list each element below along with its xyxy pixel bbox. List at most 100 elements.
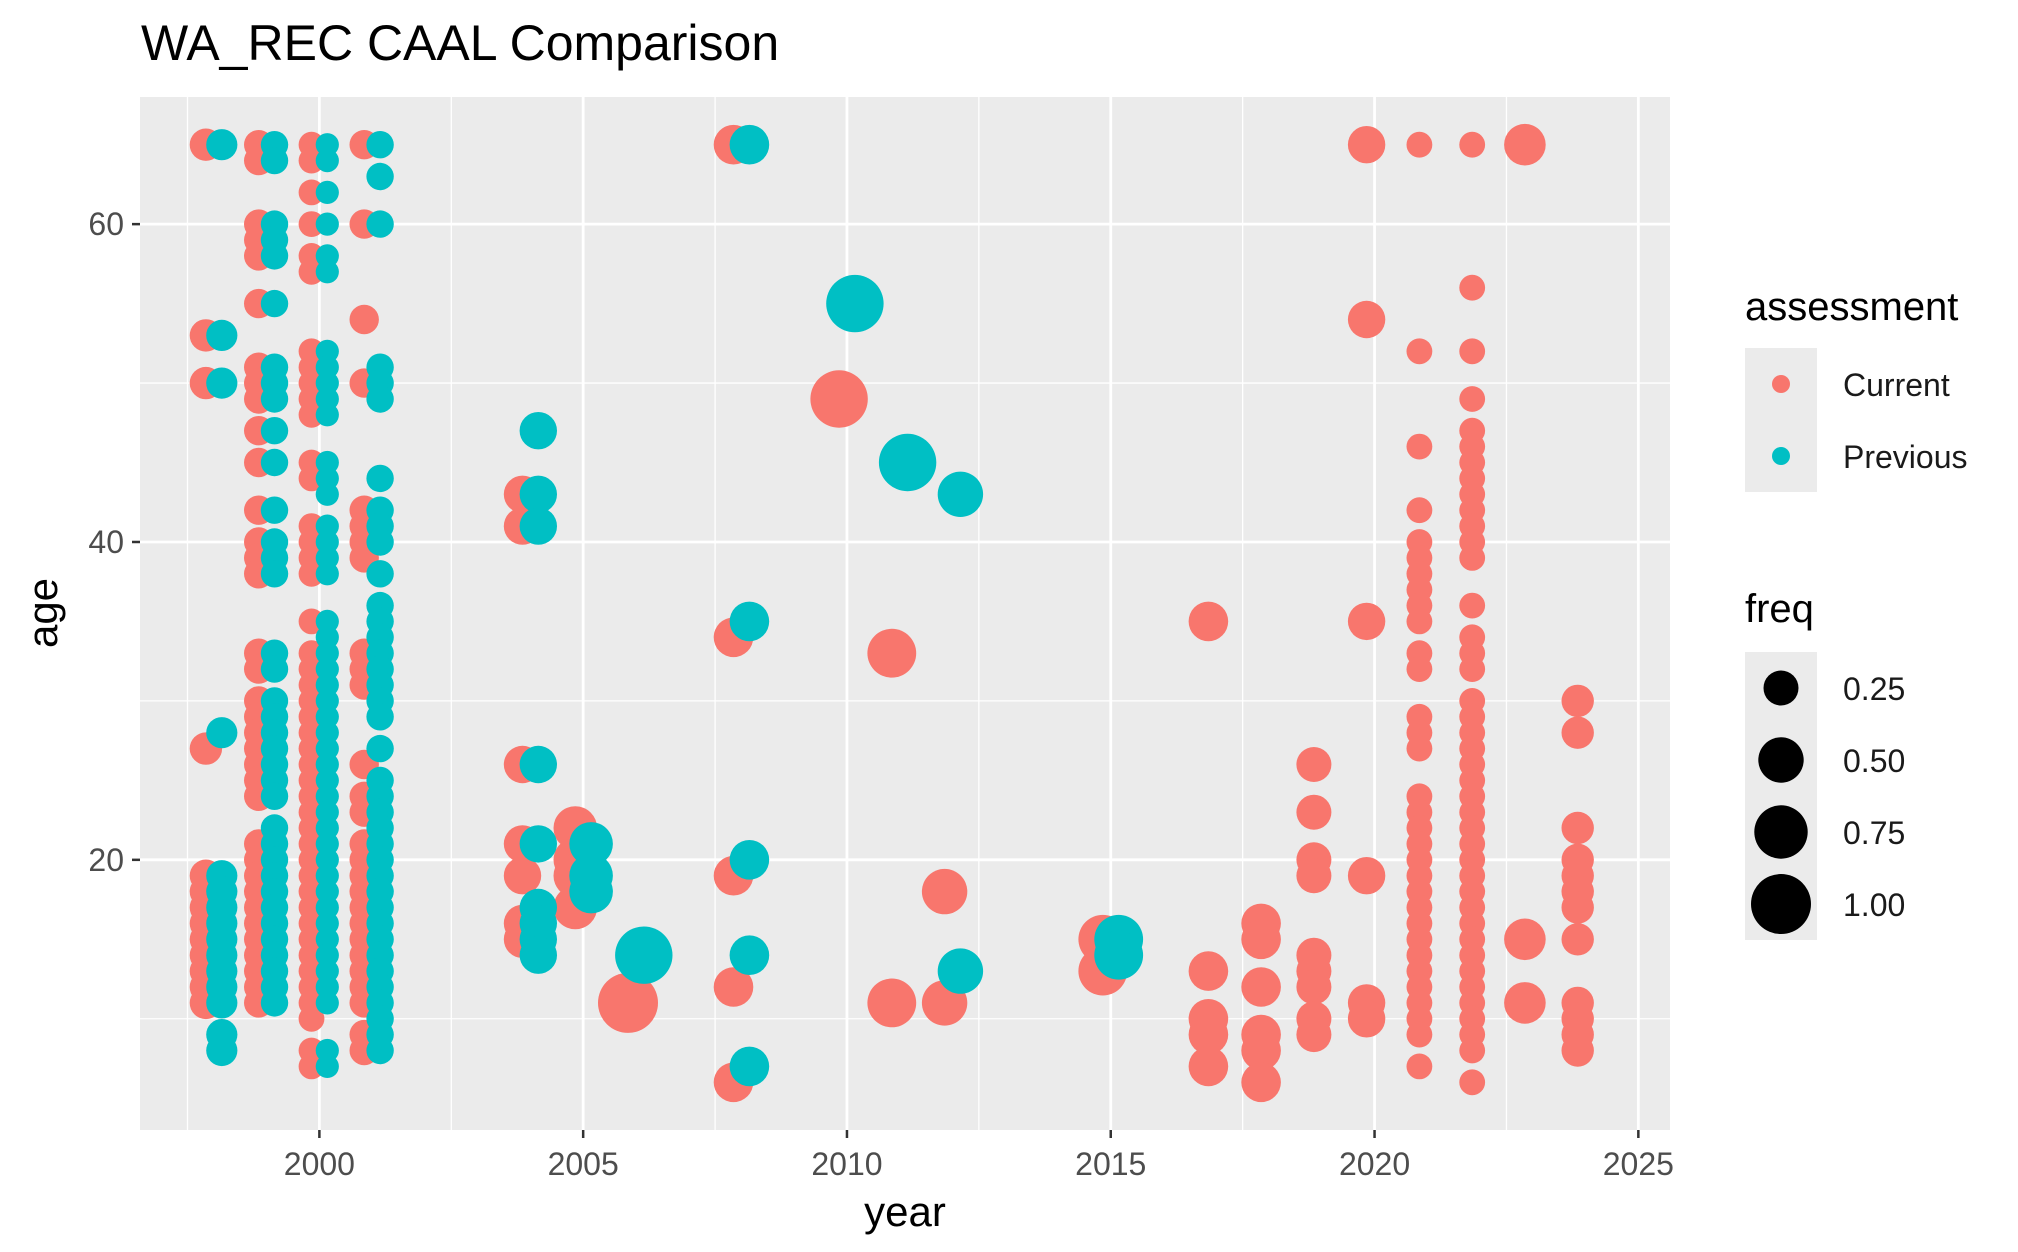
point-previous xyxy=(260,242,289,270)
point-current xyxy=(1296,794,1332,830)
point-current xyxy=(1561,684,1594,718)
point-previous xyxy=(315,880,339,904)
point-previous xyxy=(315,450,339,475)
point-previous xyxy=(315,752,339,777)
point-previous xyxy=(366,464,394,493)
point-previous xyxy=(315,355,339,379)
points-layer xyxy=(189,123,1594,1103)
point-previous xyxy=(366,210,394,238)
point-current xyxy=(349,304,379,335)
point-current xyxy=(1459,131,1486,158)
point-current xyxy=(1459,1069,1486,1096)
y-tick-label: 20 xyxy=(88,842,124,878)
legend-label-previous: Previous xyxy=(1843,439,1968,475)
point-previous xyxy=(937,471,984,517)
chart-title: WA_REC CAAL Comparison xyxy=(141,15,779,71)
point-previous xyxy=(729,840,770,880)
point-current xyxy=(1504,123,1546,166)
legend-size-label-025: 0.25 xyxy=(1843,671,1905,707)
point-previous xyxy=(519,412,557,450)
point-previous xyxy=(315,546,339,570)
point-current xyxy=(1561,923,1594,956)
point-previous xyxy=(315,641,339,665)
series-current xyxy=(189,123,1594,1103)
point-current xyxy=(1406,1021,1433,1048)
point-previous xyxy=(315,927,339,951)
point-previous xyxy=(260,560,289,588)
y-tick-label: 60 xyxy=(88,206,124,242)
point-previous xyxy=(729,124,770,165)
point-current xyxy=(1188,601,1229,642)
point-current xyxy=(713,967,754,1007)
point-previous xyxy=(206,1034,238,1067)
point-current xyxy=(1561,891,1594,924)
point-previous xyxy=(315,721,339,745)
point-previous xyxy=(260,989,289,1017)
point-previous xyxy=(315,133,339,157)
point-previous xyxy=(260,655,289,683)
legend-label-current: Current xyxy=(1843,367,1950,403)
legend-assessment-title: assessment xyxy=(1745,285,1958,329)
point-previous xyxy=(315,244,339,268)
point-previous xyxy=(519,936,557,974)
point-previous xyxy=(315,482,339,506)
point-current xyxy=(1561,716,1594,749)
point-previous xyxy=(937,948,984,994)
legend-size-label-075: 0.75 xyxy=(1843,815,1905,851)
point-current xyxy=(867,628,917,678)
point-previous xyxy=(729,1046,770,1087)
point-current xyxy=(1504,982,1546,1024)
point-current xyxy=(1347,300,1386,339)
point-previous xyxy=(315,562,339,586)
point-previous xyxy=(366,385,394,413)
point-previous xyxy=(260,146,289,175)
point-current xyxy=(1406,338,1433,365)
point-previous xyxy=(826,274,884,333)
point-previous xyxy=(569,869,613,914)
point-previous xyxy=(206,717,238,749)
point-previous xyxy=(315,1054,339,1078)
point-previous xyxy=(315,339,339,363)
point-previous xyxy=(206,367,238,399)
point-previous xyxy=(315,1038,339,1063)
legend-freq: freq 0.25 0.50 0.75 1.00 xyxy=(1745,587,1905,940)
point-previous xyxy=(366,560,394,588)
point-current xyxy=(1296,1017,1332,1053)
point-previous xyxy=(729,935,770,975)
point-current xyxy=(1406,1053,1433,1080)
point-current xyxy=(867,978,917,1028)
point-previous xyxy=(366,528,394,556)
point-current xyxy=(503,857,542,895)
point-previous xyxy=(366,131,394,159)
point-previous xyxy=(315,784,339,808)
point-current xyxy=(1459,1037,1486,1064)
point-previous xyxy=(315,673,339,697)
point-previous xyxy=(315,260,339,284)
point-current xyxy=(1406,497,1433,524)
point-previous xyxy=(315,911,339,936)
x-tick-label: 2025 xyxy=(1603,1146,1674,1182)
legend-size-label-050: 0.50 xyxy=(1843,743,1905,779)
series-previous xyxy=(206,124,1144,1087)
point-current xyxy=(1561,811,1594,845)
point-previous xyxy=(315,609,339,634)
point-previous xyxy=(519,745,557,784)
point-previous xyxy=(315,864,339,888)
point-current xyxy=(1241,1030,1281,1071)
point-current xyxy=(1504,918,1546,961)
legend-key-previous xyxy=(1772,447,1790,465)
point-previous xyxy=(366,734,394,763)
legend-size-key-050 xyxy=(1758,737,1804,783)
point-previous xyxy=(260,496,289,524)
point-previous xyxy=(315,943,339,967)
point-current xyxy=(1296,858,1332,894)
point-previous xyxy=(315,371,339,395)
x-tick-label: 2020 xyxy=(1339,1146,1410,1182)
point-current xyxy=(1188,951,1229,991)
point-previous xyxy=(206,987,238,1019)
point-previous xyxy=(519,825,557,863)
point-previous xyxy=(878,433,937,492)
point-previous xyxy=(315,689,339,713)
axes-layer: 2000 2005 2010 2015 2020 2025 20 40 60 xyxy=(88,206,1674,1182)
